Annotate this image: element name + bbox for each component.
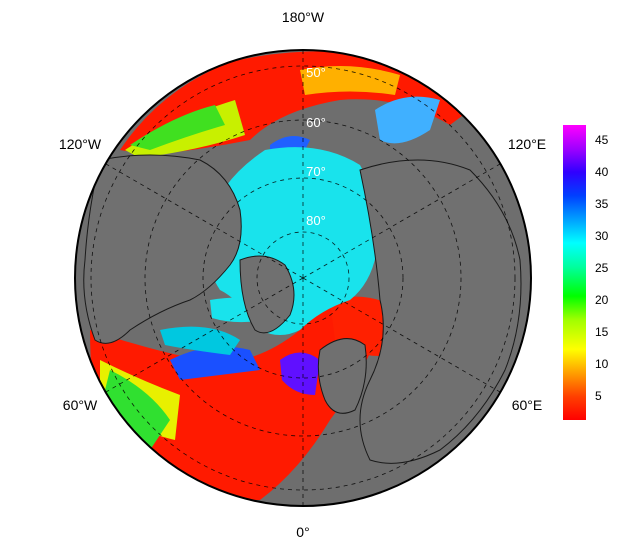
lon-label-0: 0° [296,524,309,540]
lon-label-60e: 60°E [512,397,543,413]
colorbar-tick-45: 45 [595,133,609,147]
eurasia [359,159,522,464]
map-disc [75,50,531,506]
lat-label-70: 70° [306,164,326,179]
map-border [74,49,532,507]
lon-label-120e: 120°E [508,136,546,152]
graticule [90,50,516,506]
lon-label-60w: 60°W [63,397,98,413]
colorbar-tick-35: 35 [595,197,609,211]
norwegian-purple [280,352,320,395]
colorbar-tick-30: 30 [595,229,609,243]
lon-label-120w: 120°W [59,136,102,152]
okhotsk-mix [375,96,440,144]
colorbar-gradient [563,125,586,420]
north-america [83,154,242,344]
colorbar-tick-10: 10 [595,357,609,371]
labrador-cyan [160,326,240,355]
atlantic-blue [170,346,260,380]
colorbar-tick-20: 20 [595,293,609,307]
scandinavia [317,338,367,414]
greenland [239,255,295,334]
lat-label-50: 50° [306,65,326,80]
colorbar: 45 40 35 30 25 20 15 10 5 [563,125,609,420]
colorbar-tick-5: 5 [595,389,602,403]
atlantic-field [90,300,380,500]
lat-label-80: 80° [306,213,326,228]
lon-label-180w: 180°W [282,9,325,25]
colorbar-tick-25: 25 [595,261,609,275]
pacific-orange [300,66,400,95]
pacific-green [130,105,225,150]
colorbar-tick-40: 40 [595,165,609,179]
lat-label-60: 60° [306,115,326,130]
colorbar-tick-15: 15 [595,325,609,339]
